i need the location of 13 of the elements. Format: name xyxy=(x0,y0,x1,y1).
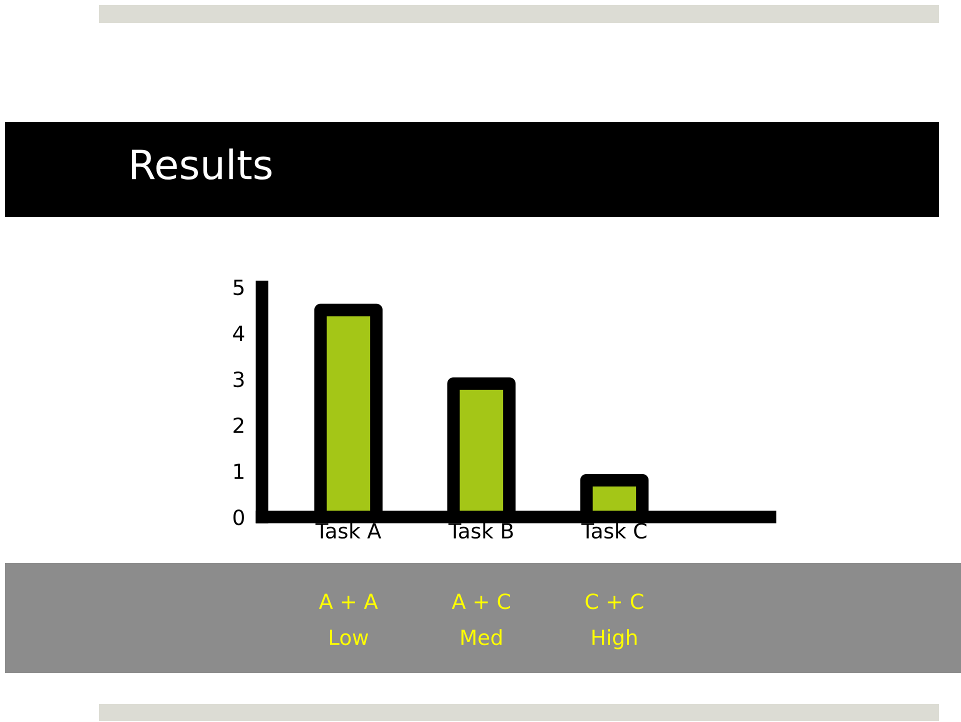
x-tick-label: Task A xyxy=(315,522,382,539)
text: C + C High xyxy=(586,593,644,650)
y-tick-label: 1 xyxy=(234,464,244,479)
chart-title: Results xyxy=(132,148,272,180)
y-tick-label: 2 xyxy=(234,417,244,433)
y-tick-label: 3 xyxy=(234,371,244,388)
text: A + A Low xyxy=(319,594,378,646)
text: A + C Med xyxy=(452,593,510,646)
y-tick-label: 5 xyxy=(234,280,244,296)
y-tick-label: 0 xyxy=(233,509,244,526)
x-tick-label: Task C xyxy=(581,522,646,539)
x-tick-label: Task B xyxy=(448,522,513,539)
y-tick-label: 4 xyxy=(233,326,244,341)
